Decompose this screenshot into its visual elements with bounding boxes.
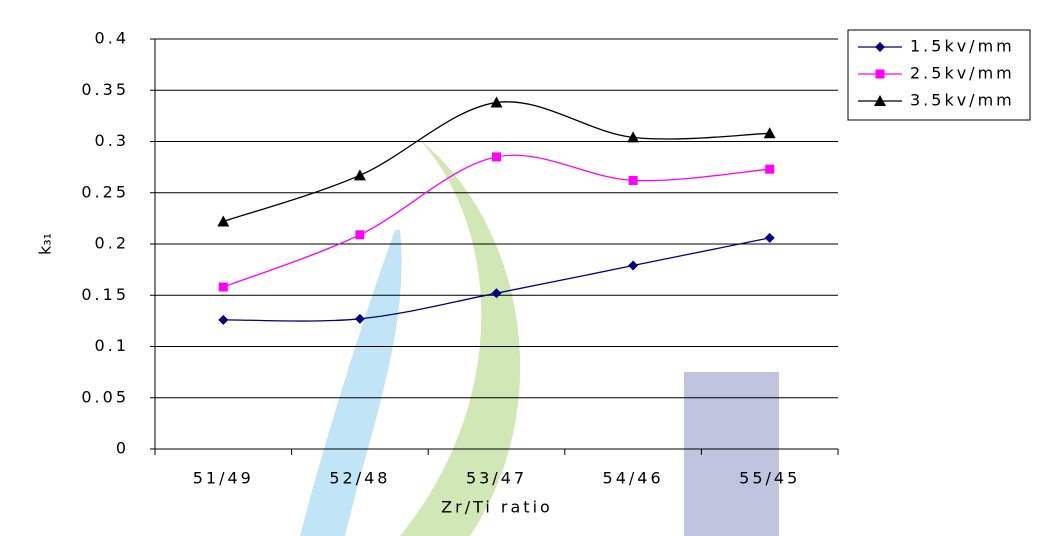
y-tick-label: 0.2	[95, 234, 129, 253]
legend-label: 3.5kv/mm	[910, 91, 1015, 110]
x-tick-label: 52/48	[329, 469, 390, 488]
marker	[217, 215, 230, 227]
y-tick-label: 0.15	[81, 285, 129, 304]
x-tick-label: 53/47	[466, 469, 527, 488]
marker	[354, 313, 365, 324]
x-axis-label: Zr/Ti ratio	[441, 498, 553, 517]
watermark-shape	[684, 372, 779, 536]
y-tick-label: 0.05	[81, 387, 129, 406]
marker	[764, 232, 775, 243]
y-axis-label: k₃₁	[36, 233, 55, 255]
marker	[218, 282, 228, 292]
marker	[491, 288, 502, 299]
marker	[765, 164, 775, 174]
legend-label: 2.5kv/mm	[910, 64, 1015, 83]
marker	[353, 169, 366, 181]
watermark	[300, 140, 779, 536]
marker	[875, 42, 885, 52]
y-tick-label: 0.3	[95, 131, 129, 150]
x-tick-label: 54/46	[603, 469, 664, 488]
x-tick-label: 51/49	[193, 469, 254, 488]
x-tick-label: 55/45	[739, 469, 800, 488]
y-tick-label: 0	[116, 439, 129, 458]
y-tick-label: 0.1	[95, 336, 129, 355]
y-tick-label: 0.25	[81, 182, 129, 201]
marker	[355, 230, 365, 240]
watermark-shape	[400, 140, 521, 536]
y-tick-label: 0.35	[81, 80, 129, 99]
marker	[628, 175, 638, 185]
marker	[763, 127, 776, 139]
legend-label: 1.5kv/mm	[910, 37, 1015, 56]
marker	[874, 95, 886, 106]
marker	[218, 314, 229, 325]
y-tick-label: 0.4	[95, 29, 129, 48]
watermark-shape	[300, 230, 402, 536]
series-line	[223, 101, 770, 223]
marker	[627, 131, 640, 143]
marker	[492, 152, 501, 162]
marker	[875, 69, 885, 79]
marker	[628, 260, 639, 271]
marker	[490, 96, 503, 108]
